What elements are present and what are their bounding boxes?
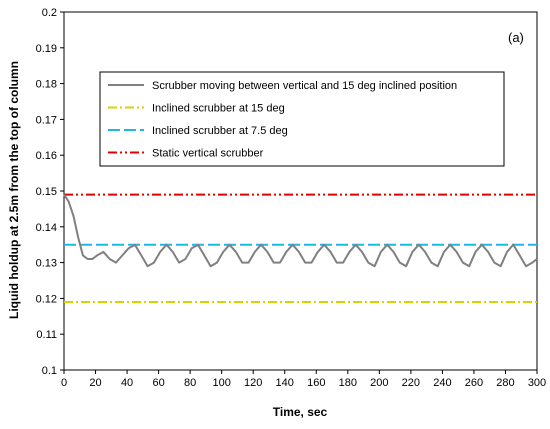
x-tick-label: 300 <box>528 377 546 389</box>
y-tick-label: 0.16 <box>36 150 57 162</box>
x-tick-label: 100 <box>212 377 230 389</box>
legend-label: Inclined scrubber at 7.5 deg <box>152 125 288 137</box>
plot-frame <box>63 11 538 371</box>
x-tick-label: 180 <box>339 377 357 389</box>
y-tick-label: 0.18 <box>36 79 57 91</box>
y-tick-label: 0.2 <box>42 7 57 19</box>
x-tick-label: 240 <box>433 377 451 389</box>
x-tick-label: 200 <box>370 377 388 389</box>
series-layer <box>63 193 538 303</box>
x-tick-label: 60 <box>152 377 164 389</box>
x-tick-label: 120 <box>244 377 262 389</box>
y-axis-title: Liquid holdup at 2.5m from the top of co… <box>7 61 21 319</box>
x-tick-label: 220 <box>402 377 420 389</box>
x-axis-title: Time, sec <box>273 405 328 419</box>
x-tick-label: 0 <box>61 377 67 389</box>
x-tick-label: 140 <box>276 377 294 389</box>
y-tick-label: 0.11 <box>36 329 57 341</box>
x-tick-label: 80 <box>184 377 196 389</box>
y-tick-label: 0.13 <box>36 258 57 270</box>
y-tick-label: 0.1 <box>42 365 57 377</box>
legend-label: Inclined scrubber at 15 deg <box>152 103 285 115</box>
y-tick-label: 0.14 <box>36 222 57 234</box>
legend-label: Scrubber moving between vertical and 15 … <box>152 80 457 92</box>
y-tick-label: 0.15 <box>36 186 57 198</box>
x-tick-label: 260 <box>465 377 483 389</box>
legend-box <box>99 71 505 167</box>
panel-label: (a) <box>508 30 524 45</box>
legend-label: Static vertical scrubber <box>152 148 264 160</box>
x-tick-label: 160 <box>307 377 325 389</box>
y-tick-label: 0.12 <box>36 293 57 305</box>
x-tick-label: 280 <box>496 377 514 389</box>
y-tick-label: 0.19 <box>36 43 57 55</box>
legend: Scrubber moving between vertical and 15 … <box>99 71 505 167</box>
axes: 0 20 40 60 80 100 120 140 160 180 200 220 240 260 280 3… <box>36 7 547 389</box>
x-tick-label: 40 <box>121 377 133 389</box>
series-line-1 <box>63 194 538 268</box>
x-tick-label: 20 <box>89 377 101 389</box>
y-tick-label: 0.17 <box>36 114 57 126</box>
